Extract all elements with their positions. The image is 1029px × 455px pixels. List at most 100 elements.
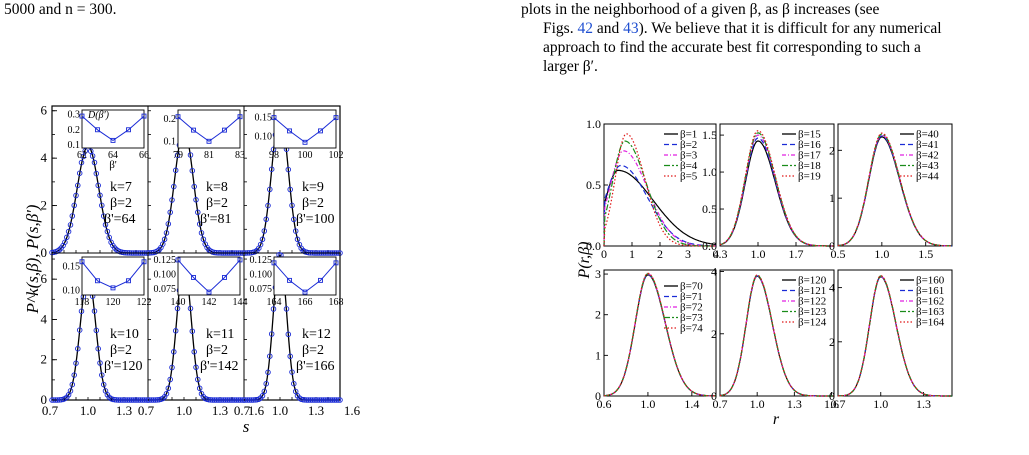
x-tick-label: 1.4 [684,397,699,411]
data-marker [145,397,151,403]
x-tick-label: 1.0 [750,397,765,411]
right-text-line-4: larger β′. [543,58,598,75]
inset-marker [191,127,196,133]
ratio-panel-frame [603,123,717,247]
inset-x-tick-label: 122 [137,297,152,308]
data-marker [137,397,144,403]
legend-label: β=44 [916,171,939,183]
right-text-line-3: approach to find the accurate best fit c… [543,39,921,56]
legend-label: β=40 [916,129,939,141]
series-curve-3 [603,150,716,247]
panel-k-label: k=8 [206,180,228,195]
panel-k-label: k=7 [110,180,132,195]
data-marker [112,245,118,251]
x-tick-label: 1.0 [640,397,655,411]
data-marker [307,397,314,403]
data-marker [67,388,74,394]
inset-marker [237,114,243,120]
legend-label: β=19 [798,171,821,183]
y-tick-label: 6 [41,271,48,286]
x-tick-label: 1.0 [873,397,888,411]
data-marker [95,182,101,189]
data-marker [243,397,249,403]
data-marker [165,385,172,392]
data-marker [100,213,107,219]
legend-label: β=74 [680,323,703,335]
data-marker [134,397,140,403]
inset-x-tick-label: 100 [298,150,313,161]
data-marker [169,364,175,371]
series-curve-2 [603,164,716,247]
x-tick-label: 0.5 [831,247,846,261]
y-tick-label: 2 [711,327,717,341]
inset-frame [273,109,337,149]
data-marker [75,182,81,189]
data-marker [163,230,170,236]
data-marker [252,397,258,403]
data-marker [209,397,216,403]
inset-marker [333,260,339,266]
data-marker [165,221,172,227]
data-marker [99,372,105,378]
y-tick-label: 0.5 [702,202,717,216]
data-marker [267,353,273,359]
data-marker [91,159,98,166]
right-y-axis-label: P(r,β) [576,242,593,280]
data-marker [320,397,327,403]
y-tick-label: 0 [41,392,48,407]
data-marker [124,397,131,403]
panel-betap-label: β'=81 [200,212,232,227]
figure-link-42[interactable]: 42 [577,20,593,37]
inset-marker [206,138,212,144]
legend-label: β=120 [798,275,827,287]
legend-label: β=4 [680,160,698,172]
data-marker [119,397,125,403]
legend-label: β=161 [916,285,944,297]
inset-plot: 62 64 66 0.1 0.2 0.3 β' D(β') [68,109,149,171]
data-marker [80,153,87,160]
legend-label: β=43 [916,160,939,172]
legend-label: β=70 [680,281,703,293]
legend-label: β=3 [680,150,698,162]
data-marker [294,236,301,243]
inset-x-tick-label: 66 [139,150,149,161]
data-marker [174,305,181,312]
series-curve-5 [719,130,834,247]
inset-y-tick-label: 0.2 [164,114,177,125]
data-marker [326,397,332,403]
data-marker [248,397,255,403]
inset-frame [81,256,145,296]
data-marker [267,186,273,193]
data-marker [73,192,79,199]
panel-beta-label: β=2 [110,196,132,211]
inset-x-tick-label: 120 [106,297,121,308]
data-marker [263,216,269,223]
x-tick-label: 1.6 [248,403,265,418]
ratio-panel-frame [719,269,835,397]
data-marker [300,396,306,403]
y-tick-label: 1 [829,191,835,205]
data-marker [283,306,290,312]
data-marker [335,397,341,403]
inset-marker [318,277,323,283]
left-y-axis-label: P^k(s,β), P(s,β') [23,204,42,314]
figure-link-43[interactable]: 43 [623,20,639,37]
data-marker [64,234,70,241]
inset-y-tick-label: 0.15 [63,262,81,273]
data-marker [172,167,179,174]
panel-k-label: k=9 [302,180,324,195]
data-marker [154,397,160,403]
panel-beta-label: β=2 [302,343,324,358]
data-marker [171,349,177,355]
data-marker [91,308,98,314]
right-x-axis-label: r [773,411,780,428]
inset-x-tick-label: 98 [269,150,279,161]
data-marker [174,152,181,158]
data-marker [187,305,194,312]
y-tick-label: 4 [41,311,48,326]
series-curve-4 [604,273,717,397]
data-marker [97,192,103,199]
inset-y-tick-label: 0.1 [68,140,81,151]
inset-marker [302,139,308,145]
y-tick-label: 0.0 [586,239,601,253]
